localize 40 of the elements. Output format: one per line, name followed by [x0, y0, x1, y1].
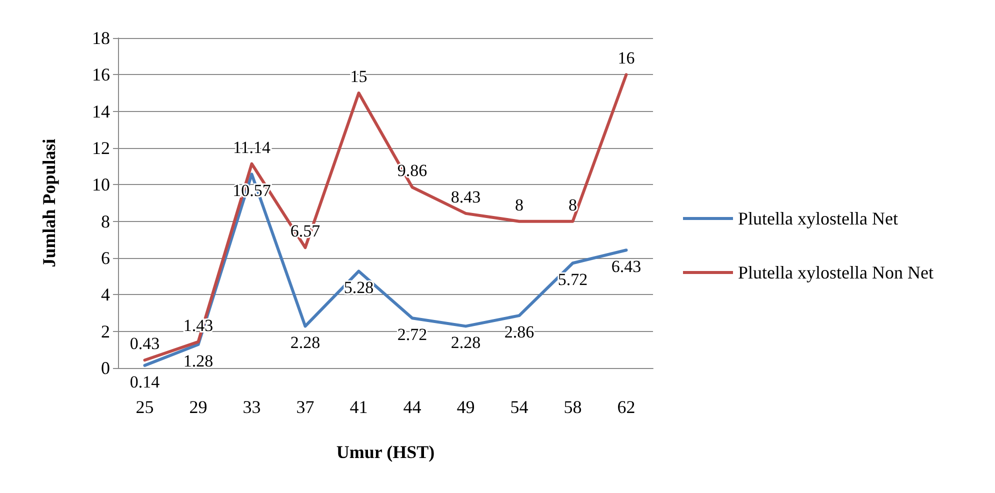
- x-tick-label: 33: [242, 397, 261, 417]
- x-tick-label: 49: [456, 397, 475, 417]
- data-label: 2.86: [504, 322, 534, 342]
- y-tick-label: 6: [101, 248, 110, 268]
- data-label: 8: [568, 195, 577, 214]
- data-label: 11.14: [232, 138, 272, 157]
- x-tick-label: 41: [350, 397, 368, 417]
- data-label: 8: [515, 195, 524, 214]
- x-tick-label: 29: [189, 397, 208, 417]
- x-tick-label: 58: [564, 397, 582, 417]
- y-tick-label: 14: [92, 101, 110, 122]
- y-tick-label: 10: [92, 174, 110, 195]
- y-tick-label: 8: [101, 211, 110, 232]
- y-tick-label: 4: [101, 284, 110, 305]
- x-tick-label: 54: [510, 397, 528, 417]
- y-tick-label: 0: [101, 358, 110, 378]
- legend-label: Plutella xylostella Net: [738, 208, 898, 228]
- data-label: 0.43: [130, 334, 160, 354]
- x-tick-label: 25: [136, 397, 154, 417]
- data-label: 6.43: [611, 257, 642, 276]
- data-label: 1.28: [183, 352, 214, 371]
- y-tick-label: 16: [92, 64, 110, 85]
- data-label: 15: [350, 67, 368, 86]
- x-tick-label: 44: [403, 397, 422, 417]
- x-tick-label: 62: [617, 397, 636, 417]
- data-label: 2.72: [397, 325, 428, 344]
- x-tick-label: 37: [296, 397, 314, 417]
- legend-label: Plutella xylostella Non Net: [738, 262, 934, 282]
- data-label: 2.28: [290, 333, 320, 352]
- data-label: 16: [618, 48, 635, 68]
- y-tick-label: 2: [101, 321, 110, 342]
- data-label: 5.28: [344, 278, 374, 298]
- data-label: 8.43: [450, 187, 481, 206]
- data-label: 0.14: [130, 372, 160, 392]
- data-label: 5.72: [558, 270, 588, 290]
- data-label: 2.28: [450, 333, 481, 352]
- y-tick-label: 18: [92, 28, 110, 48]
- x-axis-title: Umur (HST): [336, 442, 435, 462]
- y-axis-title: Jumlah Populasi: [39, 138, 59, 268]
- y-tick-label: 12: [92, 138, 110, 158]
